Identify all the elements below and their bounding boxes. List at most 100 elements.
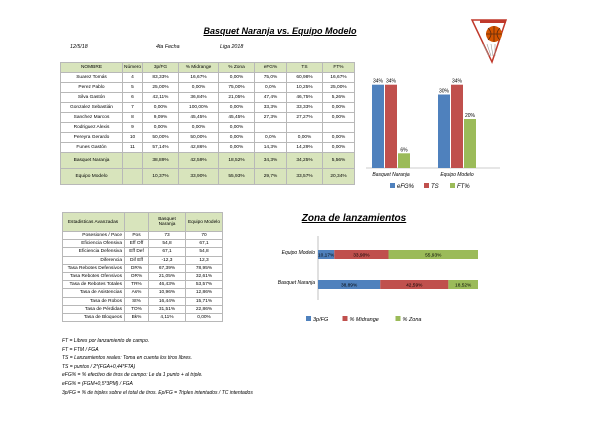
stat-cell: 54,8: [148, 239, 186, 249]
table-row: Tasa de Asistencias As% 10,96% 12,86%: [62, 288, 223, 298]
data-label: 20%: [465, 113, 476, 119]
stat-cell: 34,3%: [254, 152, 287, 169]
legend-swatch: [395, 316, 401, 321]
note-line: TS = puntos / 2*(FGA+0,44*FTA): [62, 363, 136, 370]
stat-cell: 67,39%: [148, 263, 186, 273]
table-row: Silva Gastón 6 42,11% 36,84% 21,05% 47,4% 46,7…: [60, 92, 355, 103]
stat-cell: 16,67%: [322, 72, 355, 83]
legend-swatch: [306, 316, 311, 321]
bar-segment: [388, 250, 478, 259]
stat-cell: 73: [148, 230, 186, 241]
note-line: 3p/FG = % de triples sobre el total de t…: [62, 389, 253, 396]
table-row: Suarez Tomás 4 83,33% 16,67% 0,00% 75,0% 60,98…: [60, 72, 355, 83]
table-row: Rodriguez Alexis 9 0,00% 0,00% 0,00%: [60, 122, 355, 133]
stat-name: Posesiones / Pace: [62, 230, 125, 241]
stat-cell: 14,29%: [286, 142, 323, 153]
stat-name: Tasa Rebotes Defensivos: [62, 263, 125, 273]
legend-label: FT%: [457, 184, 470, 190]
table-row: Tasa de Pérdidas TO% 31,51% 22,86%: [62, 304, 223, 314]
bar: [438, 94, 450, 168]
data-label: 34%: [386, 79, 397, 85]
stat-cell: 0,00%: [178, 122, 219, 133]
stat-cell: 45,45%: [178, 112, 219, 123]
page-title: Basquet Naranja vs. Equipo Modelo: [203, 26, 357, 36]
notes-section: FT = Libres por lanzamiento de campo. FT …: [62, 337, 253, 397]
stat-cell: 0,00%: [322, 132, 355, 143]
stat-name: Eficiencia Defensiva: [62, 247, 125, 257]
player-name: Rodriguez Alexis: [60, 122, 123, 133]
stat-cell: [122, 168, 143, 185]
stat-cell: 25,00%: [142, 82, 179, 93]
stat-cell: -12,3: [148, 255, 186, 265]
stat-cell: 83,33%: [142, 72, 179, 83]
data-label: 42,59%: [406, 282, 423, 288]
bar-segment: [318, 250, 335, 259]
bar-segment: [334, 250, 389, 259]
stat-cell: 12,86%: [185, 288, 223, 298]
column-header: % Zona: [218, 62, 255, 73]
team-name: Equipo Modelo: [60, 168, 123, 185]
stat-cell: 10,96%: [148, 288, 186, 298]
stat-cell: 36,84%: [178, 92, 219, 103]
stat-cell: [254, 122, 287, 133]
column-header: Basquet Naranja: [148, 212, 186, 232]
note-line: FT = FTM / FGA: [62, 346, 99, 353]
stat-cell: 50,00%: [178, 132, 219, 143]
stat-cell: 33,57%: [286, 168, 323, 185]
match-date: 12/5/18: [70, 44, 88, 50]
legend-label: 3p/FG: [313, 317, 329, 323]
stat-cell: 67,1: [148, 247, 186, 257]
data-label: 33,90%: [353, 252, 370, 258]
stat-cell: 25,00%: [322, 82, 355, 93]
stat-cell: 42,59%: [178, 152, 219, 169]
stat-cell: 11: [122, 142, 143, 153]
note-line: eFG% = % efectivo de tiros de campo: Le …: [62, 372, 203, 379]
stat-cell: [322, 122, 355, 133]
data-label: 18,52%: [455, 282, 472, 288]
data-label: 10,17%: [318, 252, 335, 258]
legend-swatch: [424, 183, 429, 188]
stat-cell: 0,00%: [322, 112, 355, 123]
table-row: Tasa de Robos St% 16,44% 15,71%: [62, 296, 223, 306]
table-header-row: NOMBRE Número 3p/FG% Midrange% Zona eFG% TS F…: [60, 62, 355, 73]
column-header: TS: [286, 62, 323, 73]
player-name: Gonzalez Sebastián: [60, 102, 123, 113]
stat-cell: Pos: [124, 230, 149, 241]
table-row: Gonzalez Sebastián 7 0,00% 100,00% 0,00% 33,3…: [60, 102, 355, 113]
stat-cell: 10: [122, 132, 143, 143]
stat-cell: 4,11%: [148, 312, 186, 323]
stat-cell: 0,00%: [178, 82, 219, 93]
stat-cell: 0,00%: [322, 142, 355, 153]
stat-cell: 27,27%: [286, 112, 323, 123]
stat-cell: [286, 122, 323, 133]
stat-cell: 0,00%: [218, 102, 255, 113]
stat-cell: 78,95%: [185, 263, 223, 273]
data-label: 30%: [439, 89, 450, 95]
category-label: Equipo Modelo: [282, 250, 316, 256]
stat-cell: 54,8: [185, 247, 223, 257]
stat-cell: 46,43%: [148, 280, 186, 290]
player-name: Funes Gastón: [60, 142, 123, 153]
table-row: Perez Pablo 5 25,00% 0,00% 75,00% 0,0% 10,25% 2…: [60, 82, 355, 93]
match-league: Liga 2018: [220, 44, 244, 50]
table-row: Tasa Rebotes Ofensivos OR% 21,05% 32,61%: [62, 271, 223, 282]
column-header: % Midrange: [178, 62, 219, 73]
stat-cell: 22,86%: [185, 304, 223, 314]
shot-zone-stacked-chart: Equipo Modelo 10,17% 33,90% 55,93% Basquet N…: [278, 236, 478, 323]
stat-cell: TO%: [124, 304, 149, 314]
note-line: eFG% = (FGM+0,5*3PM) / FGA: [62, 380, 133, 387]
stat-name: Tasa Rebotes Ofensivos: [62, 271, 125, 282]
stat-cell: 0,00%: [322, 102, 355, 113]
stat-cell: 60,98%: [286, 72, 323, 83]
bar-segment: [448, 280, 478, 289]
player-name: Pereyra Gerardo: [60, 132, 123, 143]
data-label: 34%: [452, 79, 463, 85]
stat-cell: 12,3: [185, 255, 223, 265]
stat-cell: 42,86%: [178, 142, 219, 153]
player-name: Suarez Tomás: [60, 72, 123, 83]
stat-cell: St%: [124, 296, 149, 306]
stat-cell: 10,37%: [142, 168, 179, 185]
stat-cell: 100,00%: [178, 102, 219, 113]
table-row: Eficiencia Defensiva Eff Def 67,1 54,8: [62, 247, 223, 257]
